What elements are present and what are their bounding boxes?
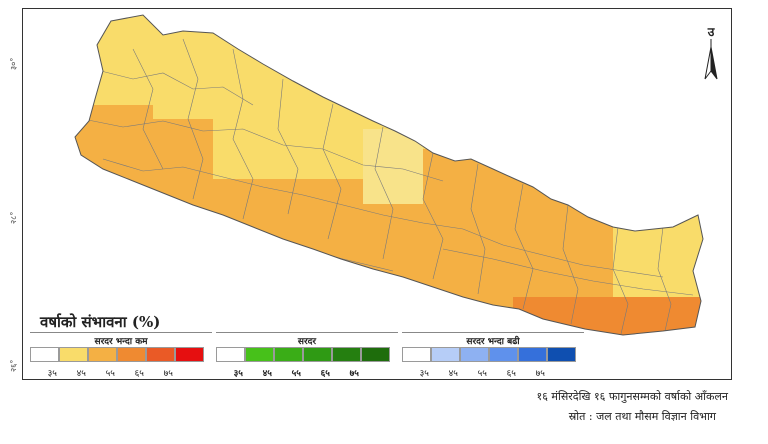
above-normal-swatch-5 <box>547 347 576 362</box>
above-normal-tick-1: ४५ <box>448 369 458 379</box>
below-normal-swatch-2 <box>88 347 117 362</box>
north-label: उ <box>707 25 715 39</box>
tick-row-normal: ३५ ४५ ५५ ६५ ७५ <box>216 366 361 379</box>
below-normal-tick-0: ३५ <box>47 369 57 379</box>
normal-swatch-5 <box>361 347 390 362</box>
above-normal-tick-0: ३५ <box>419 369 429 379</box>
swatch-row-above-normal <box>402 347 576 362</box>
legend-heading-normal: सरदर <box>216 332 398 347</box>
north-arrow: उ <box>699 23 723 83</box>
zone-light-orange-east <box>423 149 618 309</box>
nepal-map <box>74 14 704 336</box>
lat-label-28: २८° <box>9 211 18 224</box>
normal-tick-3: ६५ <box>320 369 330 379</box>
normal-swatch-3 <box>303 347 332 362</box>
below-normal-swatch-5 <box>175 347 204 362</box>
normal-tick-1: ४५ <box>262 369 272 379</box>
below-normal-swatch-4 <box>146 347 175 362</box>
zone-light-orange-farwest <box>143 119 213 189</box>
source-note: स्रोत : जल तथा मौसम विज्ञान विभाग <box>568 410 716 423</box>
normal-swatch-4 <box>332 347 361 362</box>
below-normal-tick-3: ६५ <box>134 369 144 379</box>
swatch-row-below-normal <box>30 347 204 362</box>
zone-pale-yellow <box>363 129 423 204</box>
legend-title: वर्षाको संभावना (%) <box>40 313 161 331</box>
normal-tick-2: ५५ <box>291 369 301 379</box>
lat-label-30: ३०° <box>9 57 18 70</box>
normal-swatch-2 <box>274 347 303 362</box>
normal-swatch-1 <box>245 347 274 362</box>
normal-tick-0: ३५ <box>233 369 243 379</box>
below-normal-swatch-3 <box>117 347 146 362</box>
normal-tick-4: ७५ <box>349 369 359 379</box>
zone-light-yellow-east <box>613 199 703 299</box>
lat-label-26: २६° <box>9 359 18 372</box>
tick-row-below-normal: ३५ ४५ ५५ ६५ ७५ <box>30 366 175 379</box>
below-normal-tick-2: ५५ <box>105 369 115 379</box>
above-normal-swatch-1 <box>431 347 460 362</box>
above-normal-swatch-2 <box>460 347 489 362</box>
below-normal-swatch-0 <box>30 347 59 362</box>
above-normal-swatch-0 <box>402 347 431 362</box>
map-frame: उ <box>22 8 732 380</box>
tick-row-above-normal: ३५ ४५ ५५ ६५ ७५ <box>402 366 547 379</box>
normal-swatch-0 <box>216 347 245 362</box>
country-outline <box>74 14 704 336</box>
above-normal-swatch-3 <box>489 347 518 362</box>
below-normal-tick-4: ७५ <box>163 369 173 379</box>
below-normal-swatch-1 <box>59 347 88 362</box>
legend-heading-above-normal: सरदर भन्दा बढी <box>402 332 584 347</box>
forecast-period-note: १६ मंसिरदेखि १६ फागुनसम्मको वर्षाको आँकल… <box>536 390 728 403</box>
above-normal-tick-3: ६५ <box>506 369 516 379</box>
legend-heading-below-normal: सरदर भन्दा कम <box>30 332 212 347</box>
north-arrow-icon <box>704 39 718 80</box>
above-normal-tick-2: ५५ <box>477 369 487 379</box>
zone-light-orange-central <box>263 199 443 279</box>
swatch-row-normal <box>216 347 390 362</box>
above-normal-tick-4: ७५ <box>535 369 545 379</box>
below-normal-tick-1: ४५ <box>76 369 86 379</box>
above-normal-swatch-4 <box>518 347 547 362</box>
